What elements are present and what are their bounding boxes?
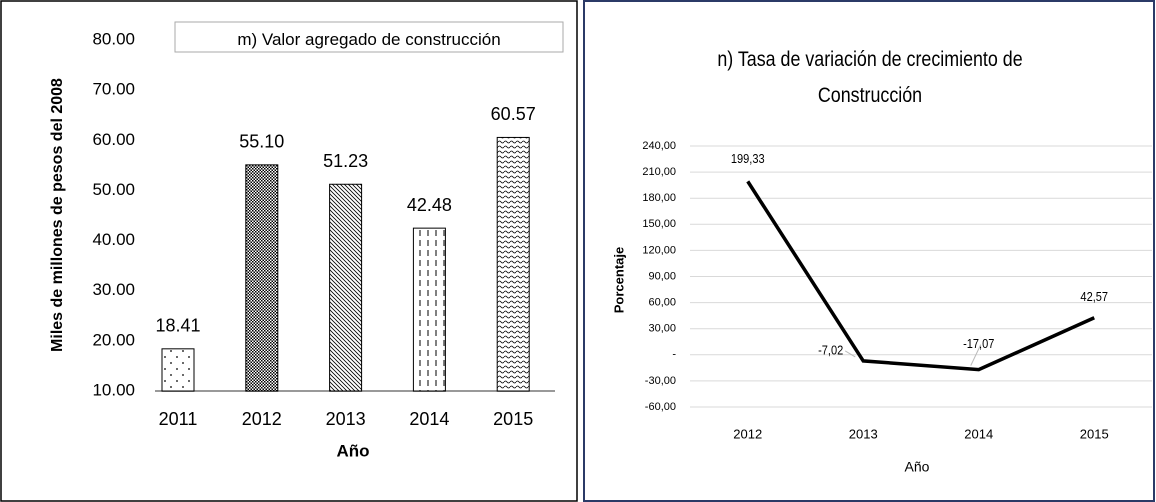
data-label: -17,07: [963, 336, 995, 351]
data-label: 199,33: [731, 151, 765, 166]
x-tick-label: 2015: [493, 409, 533, 429]
y-tick-label: 60,00: [648, 297, 676, 309]
y-tick-label: 30,00: [648, 323, 676, 335]
x-tick-label: 2013: [326, 409, 366, 429]
data-label: 60.57: [491, 104, 536, 124]
bar: [329, 183, 363, 392]
bar: [161, 348, 195, 392]
bar: [245, 164, 279, 392]
y-tick-label: 210,00: [642, 166, 676, 178]
x-tick-label: 2013: [849, 426, 878, 441]
y-tick-label: 80.00: [92, 29, 135, 48]
bar: [412, 227, 446, 392]
y-axis-title: Porcentaje: [611, 247, 626, 313]
chart-title: m) Valor agregado de construcción: [237, 30, 501, 49]
x-tick-label: 2012: [733, 426, 762, 441]
data-label: 42,57: [1080, 289, 1108, 304]
y-tick-label: 120,00: [642, 244, 676, 256]
x-tick-label: 2015: [1080, 426, 1109, 441]
title-box: [174, 21, 564, 53]
y-tick-label: 60.00: [92, 130, 135, 149]
y-tick-label: 40.00: [92, 230, 135, 249]
line: [746, 180, 1095, 372]
y-tick-label: 10.00: [92, 380, 135, 399]
y-tick-label: 30.00: [92, 280, 135, 299]
y-tick-label: 20.00: [92, 330, 135, 349]
x-axis-title: Año: [905, 459, 930, 475]
data-label: 55.10: [239, 132, 284, 152]
x-tick-label: 2014: [964, 426, 993, 441]
panel-border: [583, 0, 1155, 502]
x-tick-label: 2014: [409, 409, 449, 429]
y-tick-label: -: [672, 349, 676, 361]
y-tick-label: 180,00: [642, 192, 676, 204]
y-tick-label: 150,00: [642, 218, 676, 230]
data-label: 18.41: [155, 316, 200, 336]
y-tick-label: 50.00: [92, 180, 135, 199]
panel-border: [0, 0, 578, 502]
y-tick-label: -60,00: [645, 401, 676, 413]
data-label: 51.23: [323, 151, 368, 171]
leader-line: [970, 344, 982, 366]
y-tick-label: 240,00: [642, 140, 676, 152]
data-label: 42.48: [407, 195, 452, 215]
leader-line: [844, 350, 856, 358]
y-tick-label: -30,00: [645, 375, 676, 387]
y-tick-label: 90,00: [648, 270, 676, 282]
y-axis-title: Miles de millones de pesos del 2008: [49, 78, 66, 352]
x-axis-title: Año: [336, 441, 369, 460]
y-tick-label: 70.00: [92, 80, 135, 99]
x-tick-label: 2011: [159, 409, 198, 429]
bar: [496, 136, 530, 392]
x-tick-label: 2012: [242, 409, 282, 429]
data-label: -7,02: [818, 342, 843, 357]
chart-title: n) Tasa de variación de crecimiento de C…: [717, 48, 1023, 107]
